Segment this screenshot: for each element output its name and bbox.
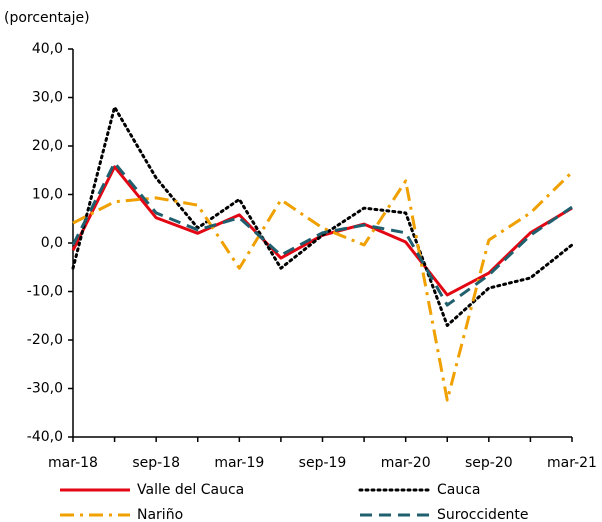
x-tick-label: mar-20	[381, 455, 431, 471]
series-line	[72, 171, 574, 402]
series-line	[71, 161, 573, 307]
y-axis-label: (porcentaje)	[4, 10, 90, 26]
legend-label: Cauca	[437, 482, 481, 498]
legend-label: Valle del Cauca	[137, 482, 244, 498]
legend-label: Suroccidente	[437, 507, 529, 522]
x-tick-label: mar-18	[48, 455, 98, 471]
y-tick-label: 40,0	[32, 41, 63, 57]
x-tick-label: mar-19	[214, 455, 264, 471]
series-line	[71, 165, 573, 297]
y-tick-label: 30,0	[32, 90, 63, 106]
y-tick-label: -40,0	[27, 429, 63, 445]
x-tick-label: mar-21	[547, 455, 597, 471]
x-tick-label: sep-19	[299, 455, 347, 471]
y-tick-label: 0,0	[41, 235, 63, 251]
y-tick-label: -10,0	[27, 284, 63, 300]
x-tick-label: sep-20	[465, 455, 513, 471]
y-tick-label: 20,0	[32, 138, 63, 154]
y-tick-label: -20,0	[27, 332, 63, 348]
y-tick-label: -30,0	[27, 381, 63, 397]
series-line	[71, 105, 574, 327]
x-tick-label: sep-18	[132, 455, 180, 471]
legend-label: Nariño	[137, 507, 183, 522]
y-tick-label: 10,0	[32, 187, 63, 203]
